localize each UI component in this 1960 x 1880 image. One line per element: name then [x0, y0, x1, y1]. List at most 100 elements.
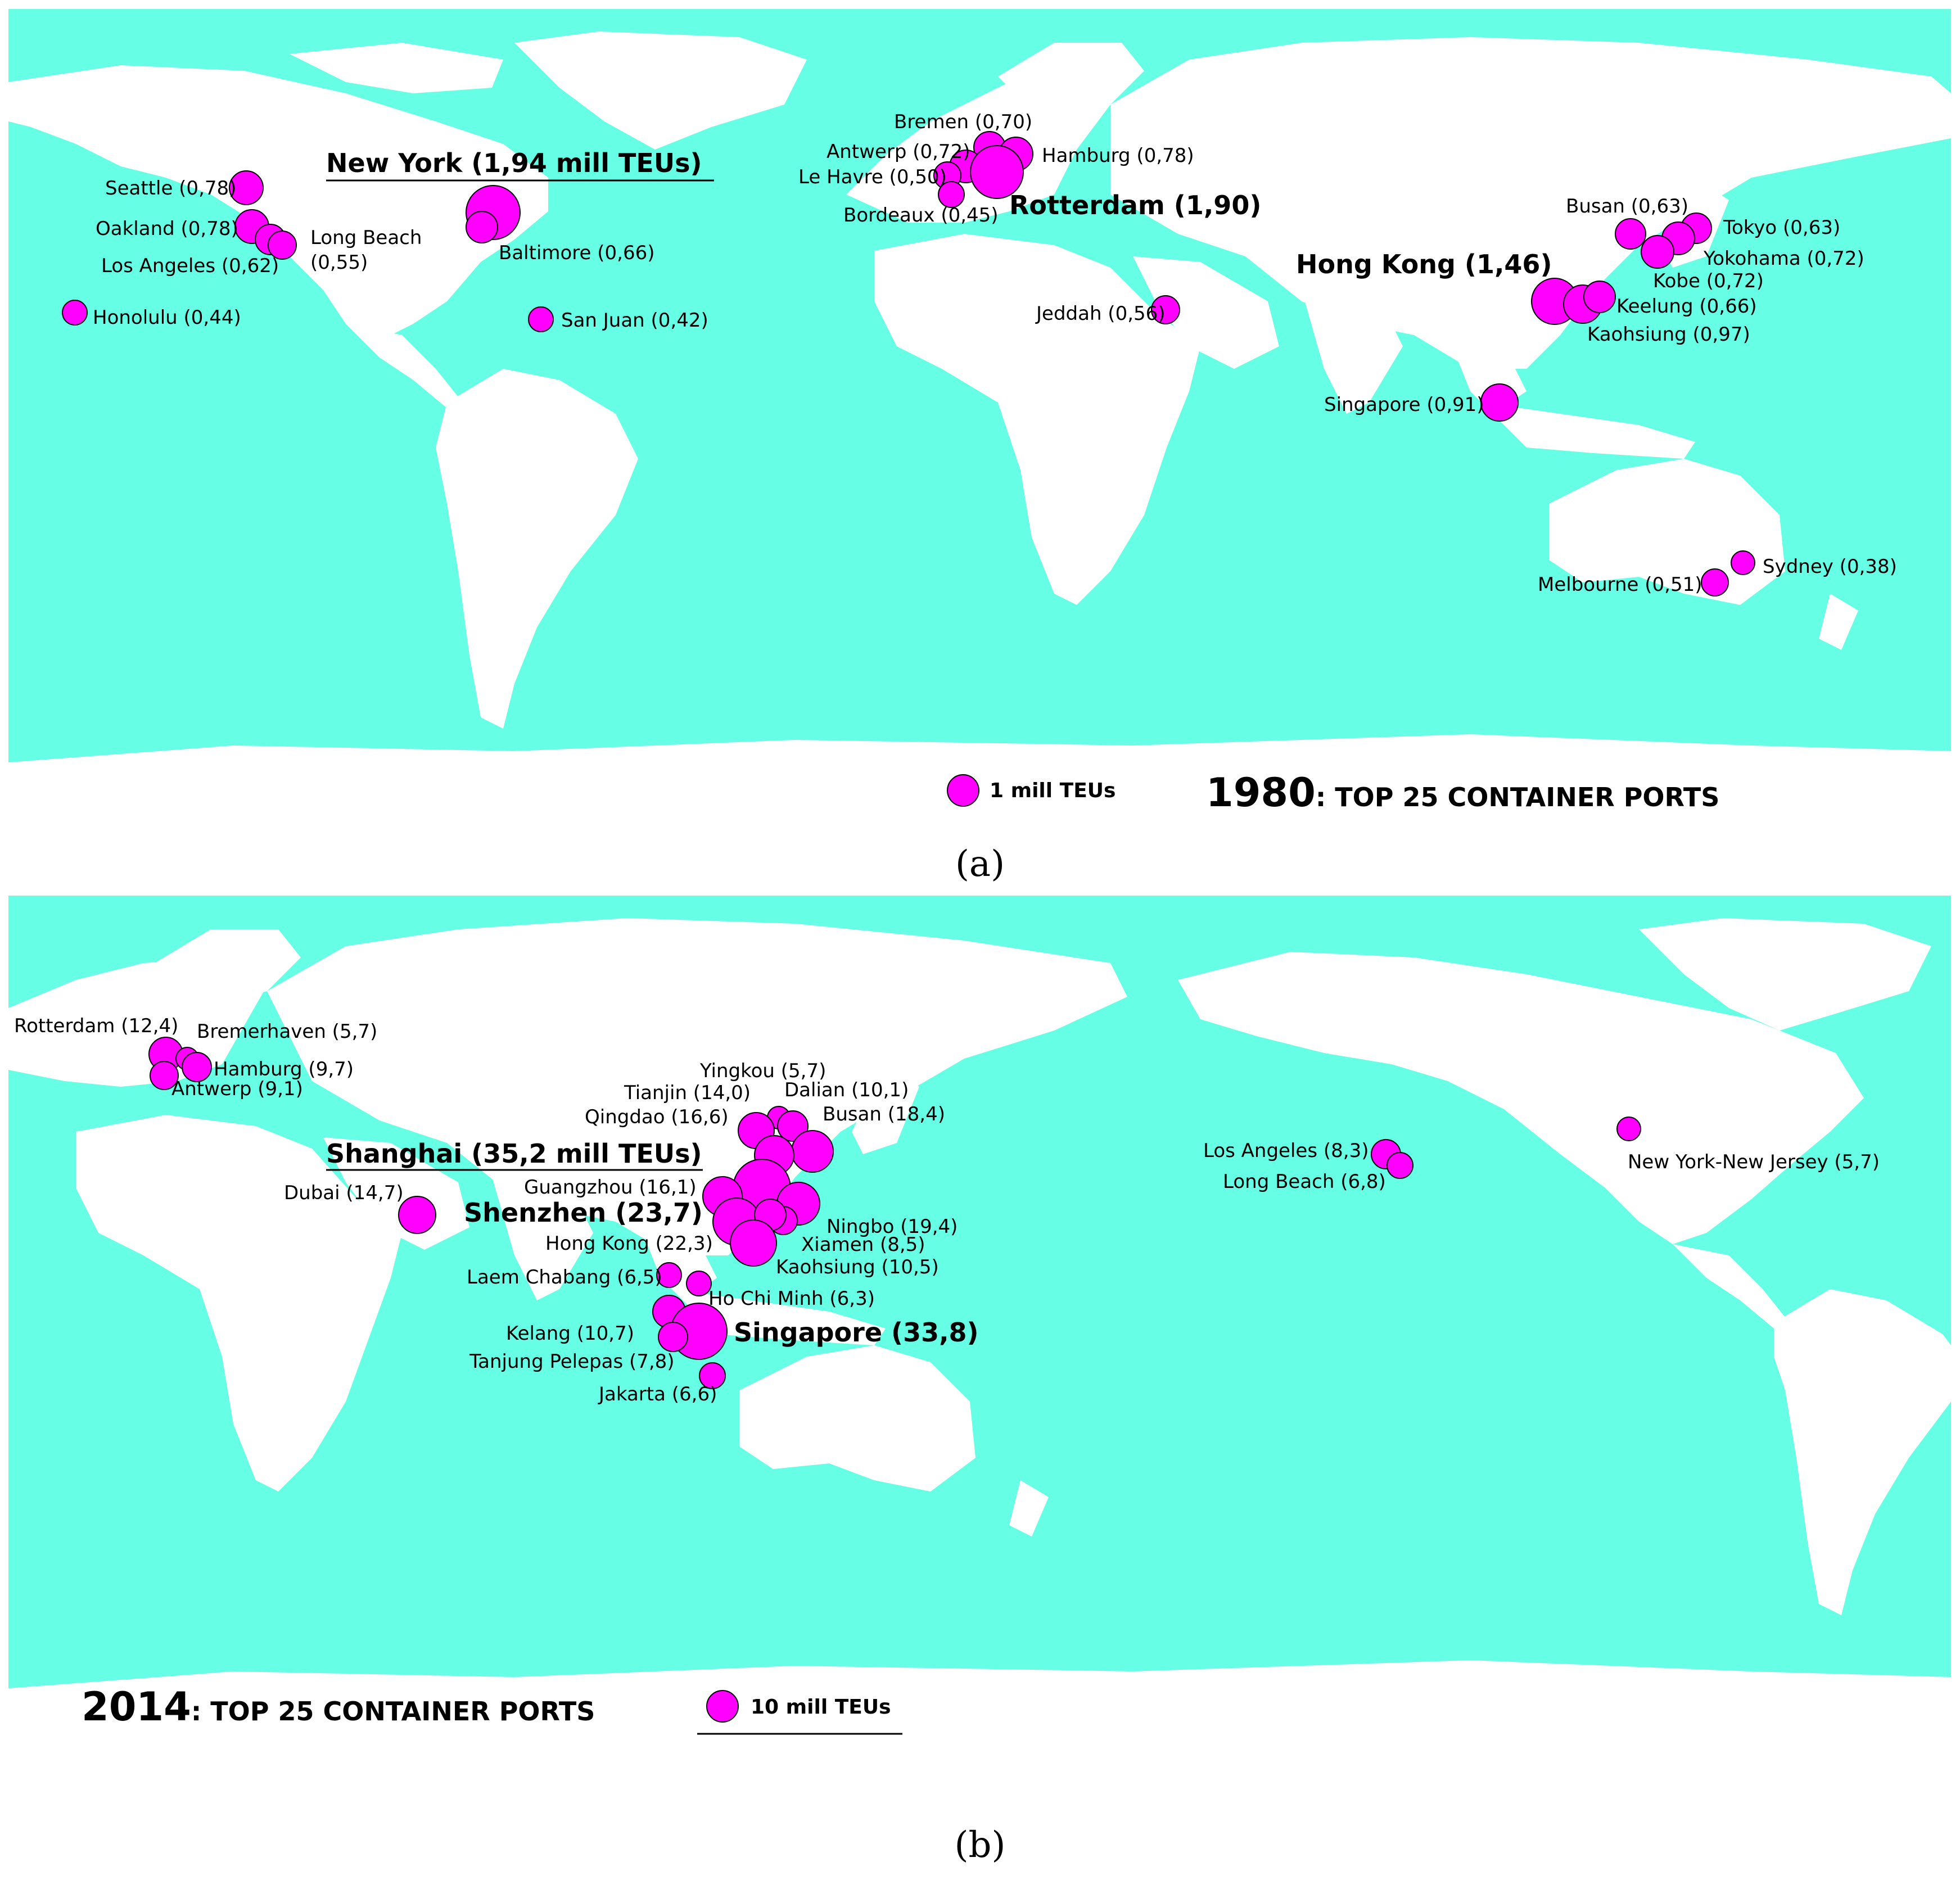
port-baltimore[interactable]: [466, 211, 498, 243]
label-jeddah: Jeddah (0,56): [1035, 302, 1166, 325]
title-1980: 1980: TOP 25 CONTAINER PORTS: [1206, 770, 1719, 813]
label-ningbo: Ningbo (19,4): [827, 1215, 958, 1238]
label-le-havre: Le Havre (0,50): [798, 166, 947, 188]
landmasses-1980: [8, 31, 1951, 813]
label-qingdao: Qingdao (16,6): [585, 1106, 729, 1128]
label-hong-kong: Hong Kong (22,3): [545, 1232, 713, 1255]
port-san-juan[interactable]: [528, 306, 554, 332]
map-1980: New York (1,94 mill TEUs) Rotterdam (1,9…: [8, 9, 1951, 813]
port-long-beach[interactable]: [1387, 1152, 1413, 1179]
label-rotterdam: Rotterdam (12,4): [14, 1015, 178, 1037]
land-asia: [267, 918, 1127, 1255]
land-north-america: [1178, 952, 1864, 1244]
title-year-1980: 1980: [1206, 770, 1316, 813]
port-dalian[interactable]: [777, 1110, 809, 1142]
label-kelang: Kelang (10,7): [506, 1322, 634, 1345]
label-bremerhaven: Bremerhaven (5,7): [197, 1020, 377, 1043]
title-rest-1980: : TOP 25 CONTAINER PORTS: [1316, 782, 1720, 812]
map-2014: Shanghai (35,2 mill TEUs) Singapore (33,…: [8, 896, 1951, 1737]
map-2014-canvas: Shanghai (35,2 mill TEUs) Singapore (33,…: [8, 918, 1951, 1737]
title-year-2014: 2014: [82, 1684, 191, 1730]
label-singapore: Singapore (0,91): [1324, 394, 1484, 416]
label-tokyo: Tokyo (0,63): [1723, 216, 1840, 239]
port-jeddah[interactable]: [1151, 295, 1180, 324]
port-hong-kong[interactable]: [730, 1219, 777, 1267]
label-yingkou: Yingkou (5,7): [699, 1060, 826, 1082]
port-dubai[interactable]: [398, 1196, 436, 1234]
label-los-angeles: Los Angeles (8,3): [1203, 1140, 1369, 1162]
port-busan[interactable]: [791, 1130, 834, 1173]
land-australia: [739, 1345, 976, 1492]
label-long-beach: Long Beach: [310, 227, 422, 249]
label-shenzhen: Shenzhen (23,7): [464, 1197, 703, 1228]
land-central-america: [346, 324, 458, 408]
land-india: [1302, 290, 1403, 414]
legend-label-1980: 1 mill TEUs: [990, 779, 1116, 802]
port-rotterdam[interactable]: [970, 145, 1024, 199]
label-antwerp: Antwerp (9,1): [171, 1078, 303, 1100]
land-south-america: [436, 369, 638, 729]
port-honolulu[interactable]: [62, 300, 88, 326]
label-hamburg: Hamburg (9,7): [214, 1058, 354, 1081]
label-yokohama: Yokohama (0,72): [1703, 247, 1864, 270]
port-melbourne[interactable]: [1701, 568, 1729, 596]
port-sydney[interactable]: [1731, 550, 1755, 575]
land-japan: [852, 1064, 919, 1154]
label-hong-kong: Hong Kong (1,46): [1296, 249, 1552, 279]
label-oakland: Oakland (0,78): [96, 218, 238, 240]
label-busan: Busan (0,63): [1566, 195, 1688, 218]
label-new-york-nj: New York-New Jersey (5,7): [1628, 1151, 1880, 1173]
label-keelung: Keelung (0,66): [1616, 295, 1757, 318]
land-india: [492, 1177, 593, 1300]
title-rest-2014: : TOP 25 CONTAINER PORTS: [191, 1696, 595, 1727]
label-long-beach-value: (0,55): [310, 251, 368, 274]
land-greenland: [1639, 918, 1931, 1031]
label-rotterdam: Rotterdam (1,90): [1009, 190, 1261, 220]
land-antarctica: [8, 1660, 1951, 1737]
label-dalian: Dalian (10,1): [784, 1079, 909, 1101]
label-antwerp: Antwerp (0,72): [827, 141, 970, 163]
land-scandinavia: [998, 43, 1144, 121]
label-new-york: New York (1,94 mill TEUs): [326, 148, 702, 178]
land-africa: [76, 1115, 402, 1492]
land-africa: [874, 234, 1200, 605]
port-antwerp[interactable]: [150, 1061, 179, 1090]
land-north-america: [8, 65, 548, 346]
label-kaohsiung: Kaohsiung (10,5): [776, 1256, 939, 1278]
port-singapore[interactable]: [1480, 383, 1519, 422]
label-long-beach: Long Beach (6,8): [1223, 1171, 1386, 1193]
land-greenland: [514, 31, 807, 150]
port-hamburg[interactable]: [182, 1052, 212, 1082]
port-seattle[interactable]: [229, 170, 264, 205]
legend-bubble-2014: [706, 1690, 739, 1723]
port-jakarta[interactable]: [699, 1362, 726, 1389]
port-bordeaux[interactable]: [938, 181, 965, 208]
land-new-zealand: [1009, 1480, 1049, 1536]
port-tanjung-pelepas[interactable]: [658, 1322, 688, 1352]
label-shanghai: Shanghai (35,2 mill TEUs): [326, 1138, 702, 1169]
land-indonesia: [1482, 403, 1695, 459]
port-kobe[interactable]: [1641, 235, 1674, 269]
legend-row-2014: 2014: TOP 25 CONTAINER PORTS 10 mill TEU…: [82, 1684, 902, 1735]
port-laem-chabang[interactable]: [656, 1262, 682, 1288]
label-ho-chi-minh: Ho Chi Minh (6,3): [708, 1287, 875, 1310]
map-1980-canvas: New York (1,94 mill TEUs) Rotterdam (1,9…: [8, 31, 1951, 813]
label-tanjung-pelepas: Tanjung Pelepas (7,8): [469, 1350, 675, 1373]
labels-1980: New York (1,94 mill TEUs) Rotterdam (1,9…: [93, 111, 1897, 596]
port-long-beach[interactable]: [268, 231, 297, 260]
port-new-york-nj[interactable]: [1616, 1117, 1641, 1141]
land-south-america: [1774, 1289, 1951, 1615]
land-central-america: [1673, 1244, 1785, 1328]
label-dubai: Dubai (14,7): [284, 1182, 404, 1204]
label-guangzhou: Guangzhou (16,1): [524, 1176, 697, 1199]
port-keelung[interactable]: [1583, 281, 1616, 313]
port-ho-chi-minh[interactable]: [686, 1271, 712, 1296]
label-melbourne: Melbourne (0,51): [1538, 573, 1702, 596]
label-busan: Busan (18,4): [823, 1103, 945, 1126]
ports-2014: [148, 1037, 1641, 1389]
port-busan[interactable]: [1615, 218, 1646, 250]
land-antarctica: [8, 734, 1951, 813]
label-hamburg: Hamburg (0,78): [1042, 144, 1194, 167]
label-jakarta: Jakarta (6,6): [598, 1383, 717, 1406]
land-new-zealand: [1819, 594, 1858, 650]
